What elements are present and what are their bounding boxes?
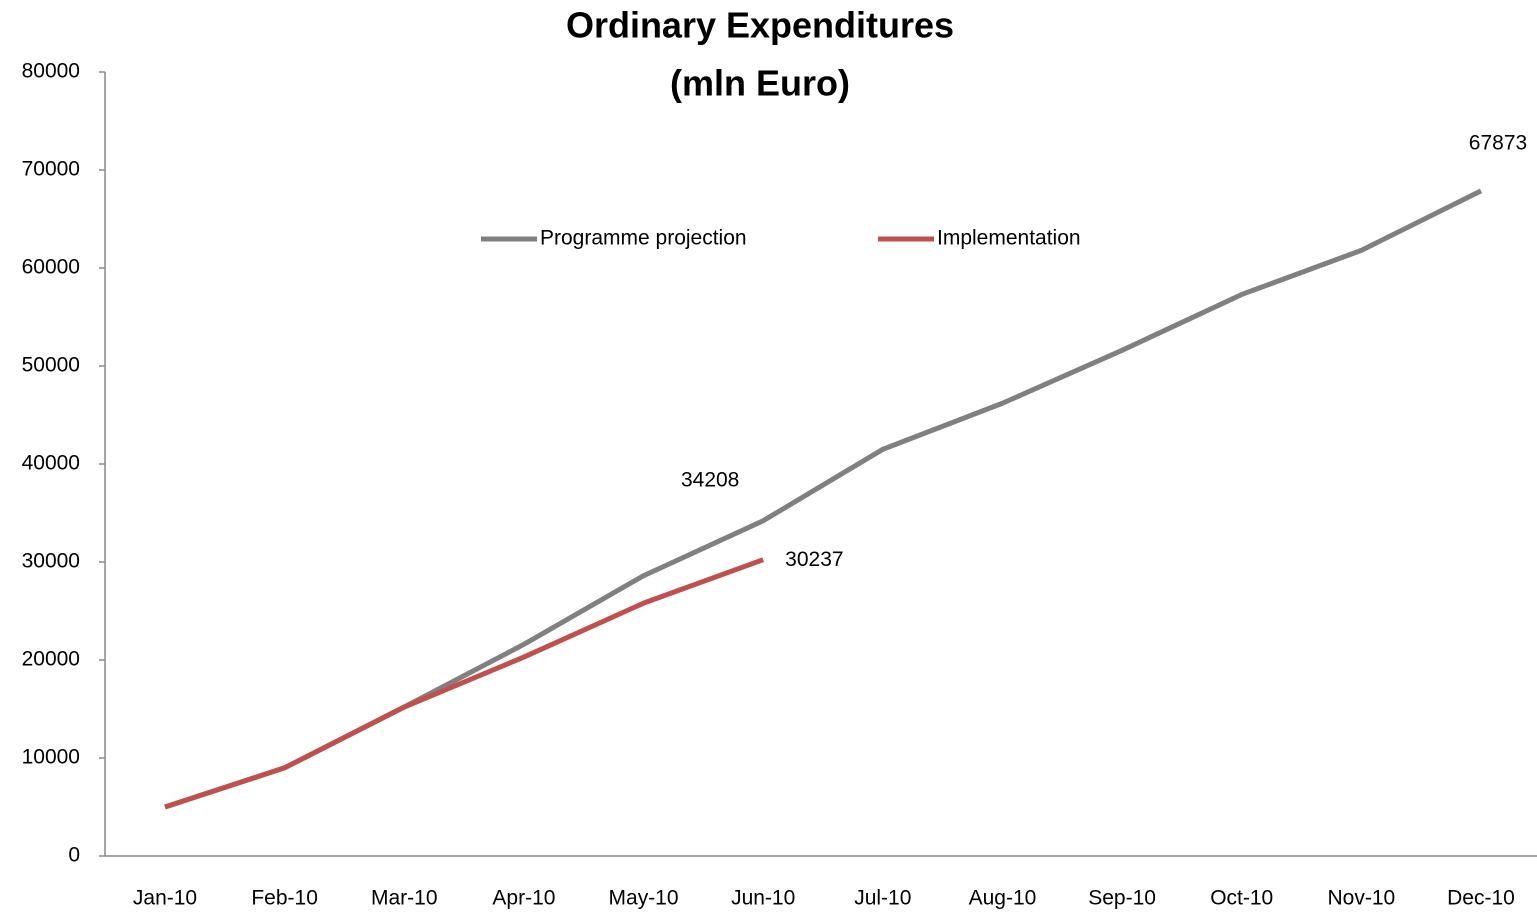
series-line [164, 557, 765, 810]
y-tick-label: 20000 [22, 648, 80, 671]
x-tick-label: May-10 [609, 887, 679, 910]
y-tick-label: 10000 [22, 746, 80, 769]
y-tick-label: 40000 [22, 452, 80, 475]
data-label: 30237 [785, 548, 843, 571]
x-tick-label: Sep-10 [1088, 887, 1156, 910]
x-tick-label: Nov-10 [1328, 887, 1396, 910]
chart-title: (mln Euro) [670, 63, 850, 104]
x-tick-label: Jun-10 [731, 887, 795, 910]
y-tick-label: 80000 [22, 60, 80, 83]
x-tick-label: Feb-10 [251, 887, 318, 910]
x-tick-label: Mar-10 [371, 887, 438, 910]
x-tick-label: Aug-10 [969, 887, 1037, 910]
legend-label: Programme projection [540, 227, 747, 250]
series-line [164, 188, 1483, 810]
y-tick-label: 50000 [22, 354, 80, 377]
y-tick-label: 60000 [22, 256, 80, 279]
y-tick-label: 30000 [22, 550, 80, 573]
x-tick-label: Jan-10 [133, 887, 197, 910]
data-label: 67873 [1469, 131, 1527, 154]
x-tick-label: Jul-10 [854, 887, 911, 910]
y-tick-label: 0 [68, 844, 80, 867]
chart-title: Ordinary Expenditures [566, 5, 954, 46]
legend-label: Implementation [937, 227, 1081, 250]
x-tick-label: Dec-10 [1447, 887, 1515, 910]
y-tick-label: 70000 [22, 158, 80, 181]
x-tick-label: Oct-10 [1210, 887, 1273, 910]
data-label: 34208 [681, 468, 739, 491]
x-tick-label: Apr-10 [492, 887, 555, 910]
